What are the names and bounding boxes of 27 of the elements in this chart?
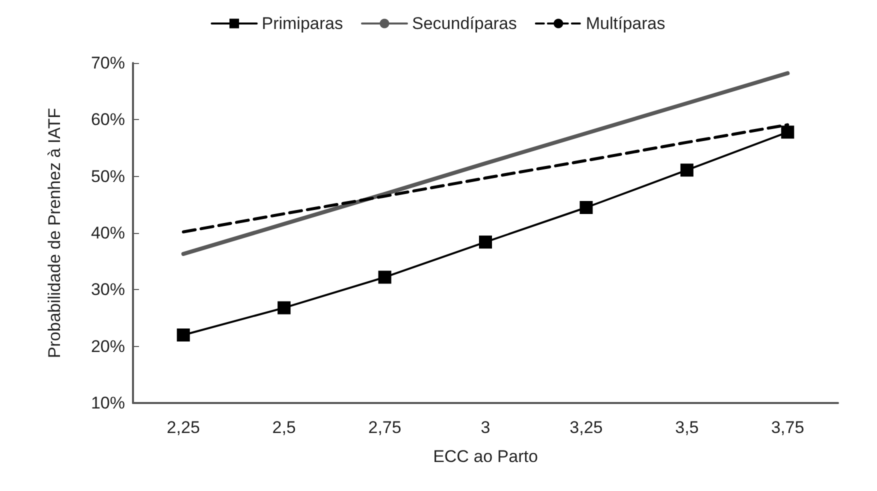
- point: [680, 164, 694, 177]
- x-tick-label: 3,5: [675, 418, 699, 437]
- legend-label: Secundíparas: [412, 14, 517, 33]
- line-series: [181, 71, 790, 256]
- y-tick-label: 20%: [90, 336, 125, 356]
- y-tick-label: 30%: [90, 280, 125, 300]
- y-tick-label: 10%: [90, 394, 125, 412]
- point: [479, 236, 492, 249]
- legend-label: Multíparas: [586, 14, 666, 33]
- y-tick-label: 50%: [90, 166, 125, 186]
- x-tick-label: 3: [480, 418, 490, 437]
- y-tick-label: 70%: [90, 54, 125, 72]
- x-tick-label: 3,75: [771, 418, 804, 437]
- x-axis-title: ECC ao Parto: [433, 447, 538, 466]
- legend-label: Primiparas: [262, 14, 343, 33]
- x-tick-label: 2,75: [368, 418, 402, 437]
- x-tick-label: 2,5: [272, 418, 296, 437]
- x-tick-label: 2,25: [166, 418, 200, 437]
- y-tick-label: 40%: [90, 224, 125, 242]
- x-tick-label: 3,25: [570, 418, 603, 437]
- point: [580, 201, 593, 214]
- y-axis-title: Probabilidade de Prenhez à IATF: [45, 108, 64, 358]
- point: [278, 301, 291, 314]
- y-tick-label: 60%: [90, 110, 125, 130]
- point: [378, 270, 392, 284]
- point: [176, 328, 190, 342]
- point: [781, 126, 794, 139]
